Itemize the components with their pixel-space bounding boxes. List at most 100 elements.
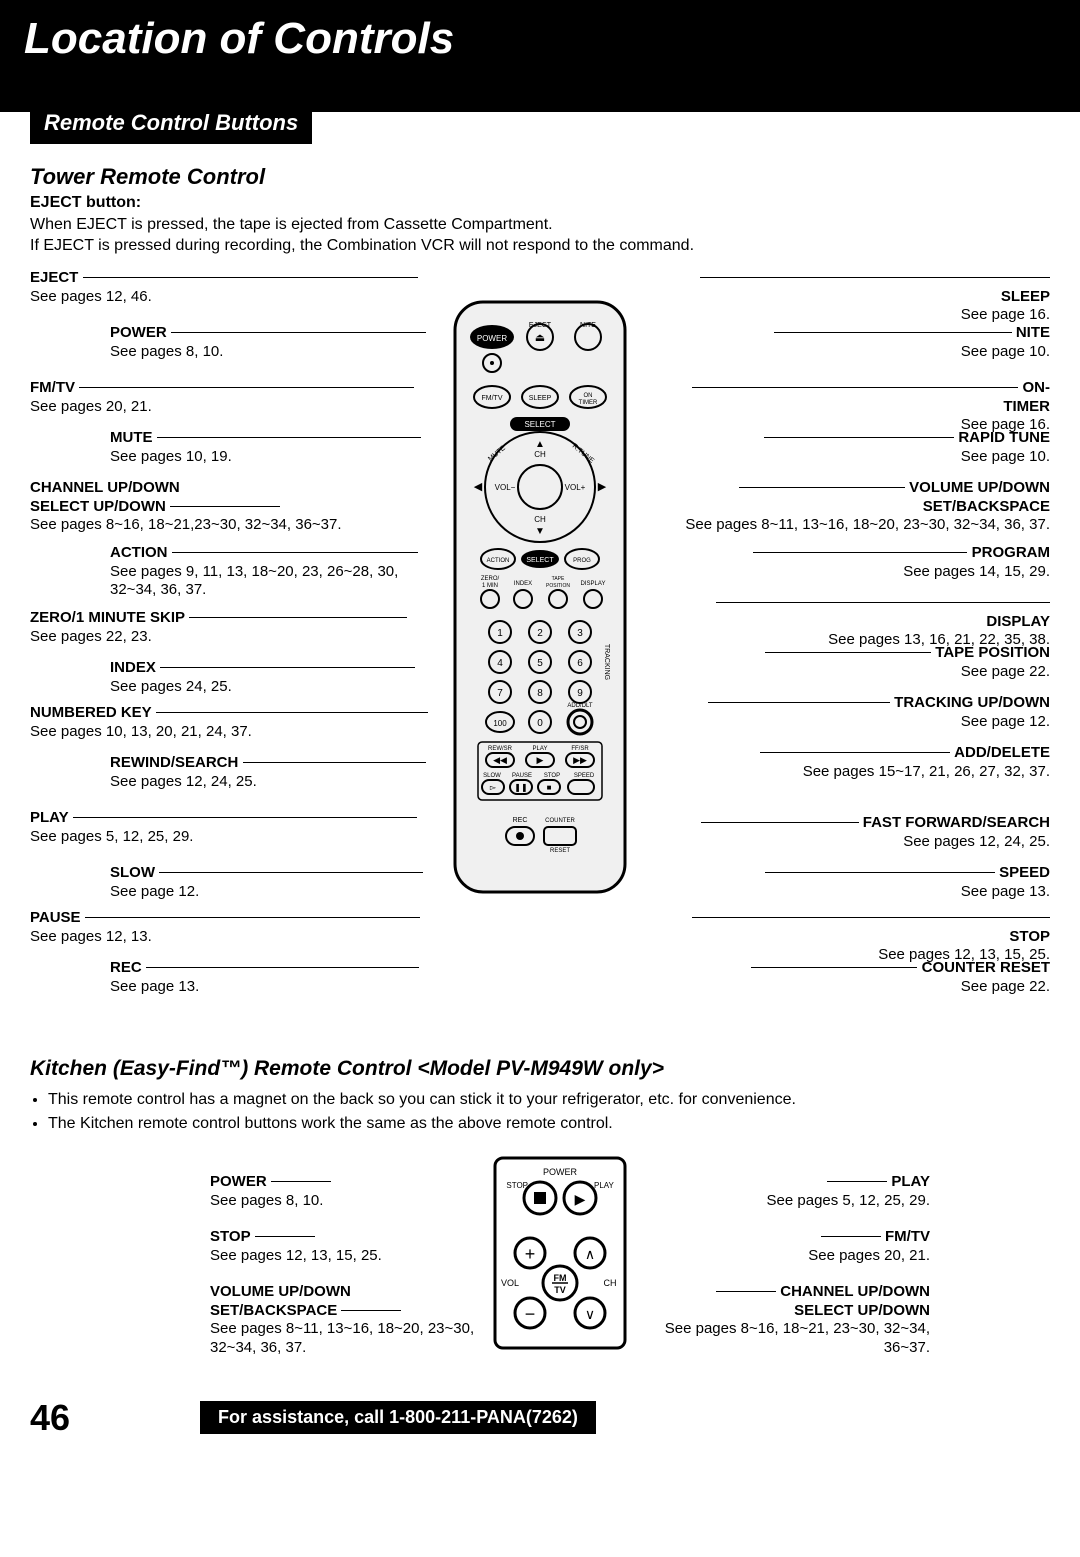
svg-text:FM: FM (554, 1273, 567, 1283)
svg-text:POWER: POWER (543, 1167, 578, 1177)
svg-text:PLAY: PLAY (594, 1181, 615, 1190)
svg-text:FM/TV: FM/TV (482, 395, 503, 402)
callout-label: PAUSE See pages 12, 13. (30, 909, 430, 947)
svg-text:VOL+: VOL+ (565, 483, 586, 492)
tower-heading: Tower Remote Control (30, 164, 1050, 190)
svg-text:STOP: STOP (506, 1181, 528, 1190)
callout-label: ZERO/1 MINUTE SKIP See pages 22, 23. (30, 609, 430, 647)
svg-text:◀◀: ◀◀ (493, 755, 507, 765)
svg-text:TV: TV (554, 1285, 566, 1295)
svg-text:TRACKING: TRACKING (603, 644, 610, 680)
callout-label: TRACKING UP/DOWNSee page 12. (650, 694, 1050, 732)
callout-label: NUMBERED KEY See pages 10, 13, 20, 21, 2… (30, 704, 430, 742)
svg-text:SELECT: SELECT (524, 420, 555, 429)
tower-remote-diagram: POWER EJECT⏏ NITE FM/TV SLEEP ONTIMER SE… (30, 269, 1050, 1029)
callout-label: POWER See pages 8, 10. (110, 324, 430, 362)
svg-text:1 MIN: 1 MIN (482, 583, 498, 589)
svg-text:EJECT: EJECT (529, 322, 552, 329)
page-title: Location of Controls (24, 14, 1056, 64)
svg-text:REW/SR: REW/SR (488, 746, 513, 752)
eject-description: EJECT button: When EJECT is pressed, the… (30, 192, 1050, 257)
svg-text:SLEEP: SLEEP (529, 395, 552, 402)
callout-label: MUTE See pages 10, 19. (110, 429, 430, 467)
svg-text:100: 100 (493, 719, 507, 728)
callout-label: PLAY See pages 5, 12, 25, 29. (30, 809, 430, 847)
svg-text:◀: ◀ (474, 481, 483, 493)
svg-text:ADD/DLT: ADD/DLT (567, 703, 593, 709)
svg-text:ZERO/: ZERO/ (481, 576, 500, 582)
svg-text:STOP: STOP (544, 773, 560, 779)
assistance-box: For assistance, call 1-800-211-PANA(7262… (200, 1401, 596, 1434)
callout-label: ACTION See pages 9, 11, 13, 18~20, 23, 2… (110, 544, 430, 600)
svg-text:+: + (525, 1244, 536, 1264)
kitchen-remote-diagram: POWER STOP ▶ PLAY + ∧ − ∨ FMTV VOL CH PO… (30, 1153, 1050, 1373)
eject-title: EJECT button: (30, 194, 141, 211)
callout-label: STOPSee pages 12, 13, 15, 25. (650, 909, 1050, 965)
svg-text:SPEED: SPEED (574, 773, 595, 779)
svg-text:▶: ▶ (575, 1191, 586, 1207)
svg-text:▶▶: ▶▶ (573, 755, 587, 765)
title-bar: Location of Controls (0, 0, 1080, 112)
svg-text:9: 9 (577, 688, 583, 699)
svg-text:DISPLAY: DISPLAY (581, 581, 606, 587)
svg-text:▶: ▶ (598, 481, 607, 493)
kitchen-bullet: This remote control has a magnet on the … (48, 1091, 1050, 1109)
kitchen-remote-icon: POWER STOP ▶ PLAY + ∧ − ∨ FMTV VOL CH (490, 1153, 630, 1353)
svg-text:∨: ∨ (585, 1306, 595, 1322)
kitchen-bullet: The Kitchen remote control buttons work … (48, 1115, 1050, 1133)
svg-text:0: 0 (537, 718, 543, 729)
callout-label: COUNTER RESETSee page 22. (650, 959, 1050, 997)
svg-text:TIMER: TIMER (579, 400, 598, 406)
callout-label: DISPLAYSee pages 13, 16, 21, 22, 35, 38. (650, 594, 1050, 650)
callout-label: ADD/DELETESee pages 15~17, 21, 26, 27, 3… (650, 744, 1050, 782)
svg-text:PAUSE: PAUSE (512, 773, 532, 779)
svg-text:FF/SR: FF/SR (571, 746, 589, 752)
eject-line1: When EJECT is pressed, the tape is eject… (30, 216, 553, 233)
svg-text:VOL: VOL (501, 1278, 519, 1288)
svg-text:SLOW: SLOW (483, 773, 501, 779)
svg-text:❚❚: ❚❚ (514, 783, 527, 792)
svg-text:PLAY: PLAY (533, 746, 548, 752)
callout-label: VOLUME UP/DOWNSET/BACKSPACE See pages 8~… (210, 1283, 480, 1358)
svg-text:VOL−: VOL− (495, 483, 516, 492)
callout-label: CHANNEL UP/DOWNSELECT UP/DOWN See pages … (30, 479, 430, 535)
callout-label: CHANNEL UP/DOWNSELECT UP/DOWNSee pages 8… (640, 1283, 930, 1358)
callout-label: FM/TVSee pages 20, 21. (640, 1228, 930, 1266)
svg-text:−: − (525, 1304, 536, 1324)
callout-label: PLAYSee pages 5, 12, 25, 29. (640, 1173, 930, 1211)
svg-text:▻: ▻ (490, 783, 497, 792)
callout-label: EJECT See pages 12, 46. (30, 269, 430, 307)
svg-text:REC: REC (513, 817, 528, 824)
svg-text:INDEX: INDEX (514, 581, 532, 587)
callout-label: INDEX See pages 24, 25. (110, 659, 430, 697)
kitchen-bullets: This remote control has a magnet on the … (30, 1091, 1050, 1133)
callout-label: ON-TIMERSee page 16. (650, 379, 1050, 435)
kitchen-heading: Kitchen (Easy-Find™) Remote Control <Mod… (30, 1057, 1050, 1081)
callout-label: SLOW See page 12. (110, 864, 430, 902)
svg-text:COUNTER: COUNTER (545, 818, 575, 824)
svg-text:SELECT: SELECT (526, 557, 554, 564)
svg-text:NITE: NITE (580, 322, 596, 329)
svg-text:TAPE: TAPE (552, 576, 565, 582)
callout-label: STOP See pages 12, 13, 15, 25. (210, 1228, 480, 1266)
svg-text:3: 3 (577, 628, 583, 639)
svg-text:▼: ▼ (535, 526, 545, 537)
page-number: 46 (30, 1397, 70, 1439)
callout-label: NITESee page 10. (650, 324, 1050, 362)
svg-text:▶: ▶ (537, 755, 544, 765)
callout-label: RAPID TUNESee page 10. (650, 429, 1050, 467)
svg-text:POWER: POWER (477, 334, 507, 343)
callout-label: FAST FORWARD/SEARCHSee pages 12, 24, 25. (650, 814, 1050, 852)
svg-text:RESET: RESET (550, 848, 570, 854)
svg-text:PROG: PROG (573, 558, 591, 564)
callout-label: TAPE POSITIONSee page 22. (650, 644, 1050, 682)
callout-label: POWER See pages 8, 10. (210, 1173, 480, 1211)
callout-label: REC See page 13. (110, 959, 430, 997)
callout-label: SPEEDSee page 13. (650, 864, 1050, 902)
svg-text:7: 7 (497, 688, 503, 699)
tower-remote-icon: POWER EJECT⏏ NITE FM/TV SLEEP ONTIMER SE… (450, 297, 630, 897)
callout-label: VOLUME UP/DOWN SET/BACKSPACESee pages 8~… (650, 479, 1050, 535)
section-tag: Remote Control Buttons (30, 102, 312, 144)
svg-text:4: 4 (497, 658, 503, 669)
callout-label: FM/TV See pages 20, 21. (30, 379, 430, 417)
